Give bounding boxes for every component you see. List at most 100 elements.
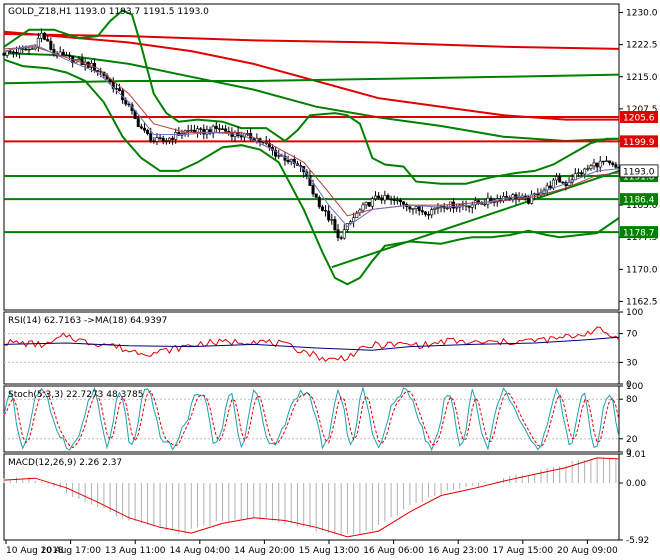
- main-candle-body: [196, 128, 200, 133]
- stoch-y-tick-label: 0: [626, 448, 632, 458]
- main-candle-body: [555, 176, 559, 181]
- main-candle-body: [221, 128, 225, 130]
- rsi-y-tick-label: 100: [626, 308, 643, 318]
- main-candle-body: [383, 195, 387, 201]
- macd-y-tick-label: -5.92: [626, 536, 649, 546]
- main-candle-body: [392, 198, 396, 201]
- main-candle-body: [605, 160, 609, 162]
- stoch-y-tick-label: 20: [626, 435, 638, 445]
- main-candle-body: [292, 159, 296, 164]
- main-candle-body: [355, 212, 359, 219]
- main-candle-body: [186, 130, 190, 132]
- main-candle-body: [214, 125, 218, 129]
- main-candle-body: [445, 207, 449, 210]
- main-level-tag: [620, 135, 658, 148]
- x-axis-tick-label: 13 Aug 11:00: [105, 546, 166, 556]
- main-candle-body: [414, 206, 418, 209]
- main-candle-body: [589, 165, 593, 170]
- main-candle-body: [333, 219, 337, 231]
- main-level-tag: [620, 110, 658, 123]
- main-candle-body: [598, 160, 602, 168]
- main-candle-body: [27, 49, 31, 51]
- main-ma-long-green-2: [3, 73, 620, 85]
- rsi-y-tick-label: 70: [626, 330, 638, 340]
- main-candle-body: [561, 181, 565, 184]
- main-candle-body: [436, 207, 440, 209]
- main-candle-body: [601, 160, 605, 163]
- main-candle-body: [423, 211, 427, 215]
- main-candle-body: [64, 54, 68, 57]
- main-pane-frame: [3, 3, 620, 311]
- main-price-label: 1193.0: [623, 167, 655, 177]
- main-y-tick-label: 1207.5: [626, 105, 658, 115]
- main-candle-body: [380, 197, 384, 201]
- main-y-tick-label: 1162.5: [626, 297, 658, 307]
- main-candle-body: [61, 51, 65, 56]
- stoch-k-line: [3, 386, 620, 452]
- main-candle-body: [205, 129, 209, 135]
- main-candle-body: [308, 175, 312, 186]
- main-candle-body: [320, 206, 324, 211]
- main-candle-body: [452, 201, 456, 209]
- main-candle-body: [402, 201, 406, 205]
- x-axis-tick-label: 14 Aug 20:00: [234, 546, 295, 556]
- main-candle-body: [551, 179, 555, 189]
- main-candle-body: [386, 195, 390, 200]
- x-axis-tick-label: 20 Aug 09:00: [557, 546, 618, 556]
- main-candle-body: [174, 132, 178, 140]
- main-candle-body: [146, 129, 150, 134]
- main-candle-body: [46, 39, 50, 42]
- main-candle-body: [592, 162, 596, 167]
- main-level-tag: [620, 193, 658, 206]
- main-candle-body: [246, 133, 250, 135]
- main-candle-body: [11, 51, 15, 54]
- main-candle-body: [80, 58, 84, 66]
- main-candle-body: [342, 229, 346, 239]
- main-candle-body: [274, 149, 278, 157]
- main-candle-body: [36, 38, 40, 48]
- x-axis-tick-label: 16 Aug 06:00: [363, 546, 424, 556]
- main-candle-body: [152, 140, 156, 143]
- main-candle-body: [455, 206, 459, 209]
- x-axis-tick-label: 14 Aug 04:00: [169, 546, 230, 556]
- main-candle-body: [30, 48, 34, 50]
- main-ma-fast: [3, 44, 620, 228]
- stoch-y-tick-label: 100: [626, 382, 643, 392]
- main-candle-body: [411, 208, 415, 210]
- main-bollinger-upper: [3, 9, 619, 185]
- main-candle-body: [427, 214, 431, 216]
- main-candle-body: [530, 194, 534, 204]
- main-candle-body: [311, 185, 315, 195]
- main-candle-body: [324, 210, 328, 212]
- main-candle-body: [18, 48, 22, 54]
- main-candle-body: [136, 118, 140, 128]
- main-candle-body: [586, 168, 590, 170]
- main-candle-body: [317, 197, 321, 208]
- main-candle-body: [167, 137, 171, 141]
- main-candle-body: [611, 162, 615, 165]
- macd-pane-frame: [3, 453, 620, 541]
- main-candle-body: [420, 210, 424, 213]
- main-candle-body: [2, 52, 6, 56]
- main-candle-body: [398, 199, 402, 203]
- main-candle-body: [595, 162, 599, 168]
- x-axis-tick-label: 16 Aug 23:00: [428, 546, 489, 556]
- main-candle-body: [373, 195, 377, 199]
- main-candle-body: [467, 205, 471, 208]
- main-candle-body: [177, 132, 181, 136]
- main-candle-body: [558, 176, 562, 183]
- main-candle-body: [224, 128, 228, 132]
- main-candle-body: [202, 128, 206, 135]
- main-candle-body: [96, 70, 100, 72]
- macd-y-tick-label: 0.00: [626, 479, 646, 489]
- main-ma-slow: [3, 46, 620, 217]
- main-candle-body: [583, 168, 587, 175]
- main-level-label: 1178.7: [623, 229, 655, 239]
- main-candle-body: [139, 126, 143, 129]
- main-candle-body: [189, 129, 193, 132]
- main-candle-body: [77, 58, 81, 61]
- main-candle-body: [43, 32, 47, 40]
- main-candle-body: [24, 48, 28, 51]
- main-candle-body: [217, 128, 221, 130]
- macd-title: MACD(12,26,9) 2.26 2.37: [8, 458, 122, 468]
